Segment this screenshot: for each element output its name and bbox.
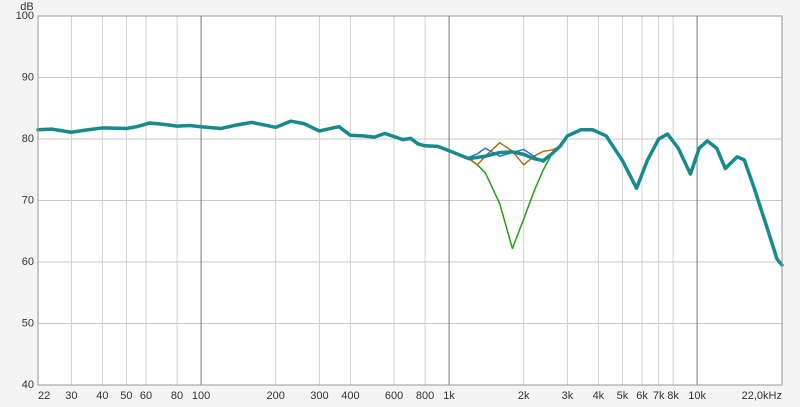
x-tick-label: 2k (518, 390, 530, 402)
x-tick-label: 200 (267, 390, 285, 402)
y-tick-label: 90 (22, 71, 34, 83)
series-line (36, 119, 784, 267)
x-tick-label: 100 (192, 390, 210, 402)
y-tick-label: 50 (22, 317, 34, 329)
x-tick-label: 5k (617, 390, 629, 402)
x-tick-label: 30 (65, 390, 77, 402)
x-tick-label: 400 (341, 390, 359, 402)
x-tick-label: 300 (310, 390, 328, 402)
x-tick-label: 40 (96, 390, 108, 402)
y-tick-label: 60 (22, 256, 34, 268)
y-tick-label: 70 (22, 194, 34, 206)
x-tick-label: 60 (140, 390, 152, 402)
x-tick-label: 50 (120, 390, 132, 402)
y-tick-label: 100 (16, 10, 34, 22)
x-tick-label: 6k (636, 390, 648, 402)
x-tick-label: 8k (667, 390, 679, 402)
x-tick-label: 80 (171, 390, 183, 402)
x-tick-label: 7k (653, 390, 665, 402)
y-tick-label: 80 (22, 133, 34, 145)
x-tick-label: 800 (416, 390, 434, 402)
plot-border (37, 15, 783, 386)
x-tick-label: 3k (562, 390, 574, 402)
y-tick-label: 40 (22, 379, 34, 391)
x-tick-label: 22 (38, 390, 50, 402)
x-tick-label: 22,0kHz (742, 390, 782, 402)
x-tick-label: 10k (688, 390, 706, 402)
x-tick-label: 4k (593, 390, 605, 402)
x-tick-label: 600 (385, 390, 403, 402)
x-tick-label: 1k (443, 390, 455, 402)
y-axis-label: dB (20, 1, 33, 13)
